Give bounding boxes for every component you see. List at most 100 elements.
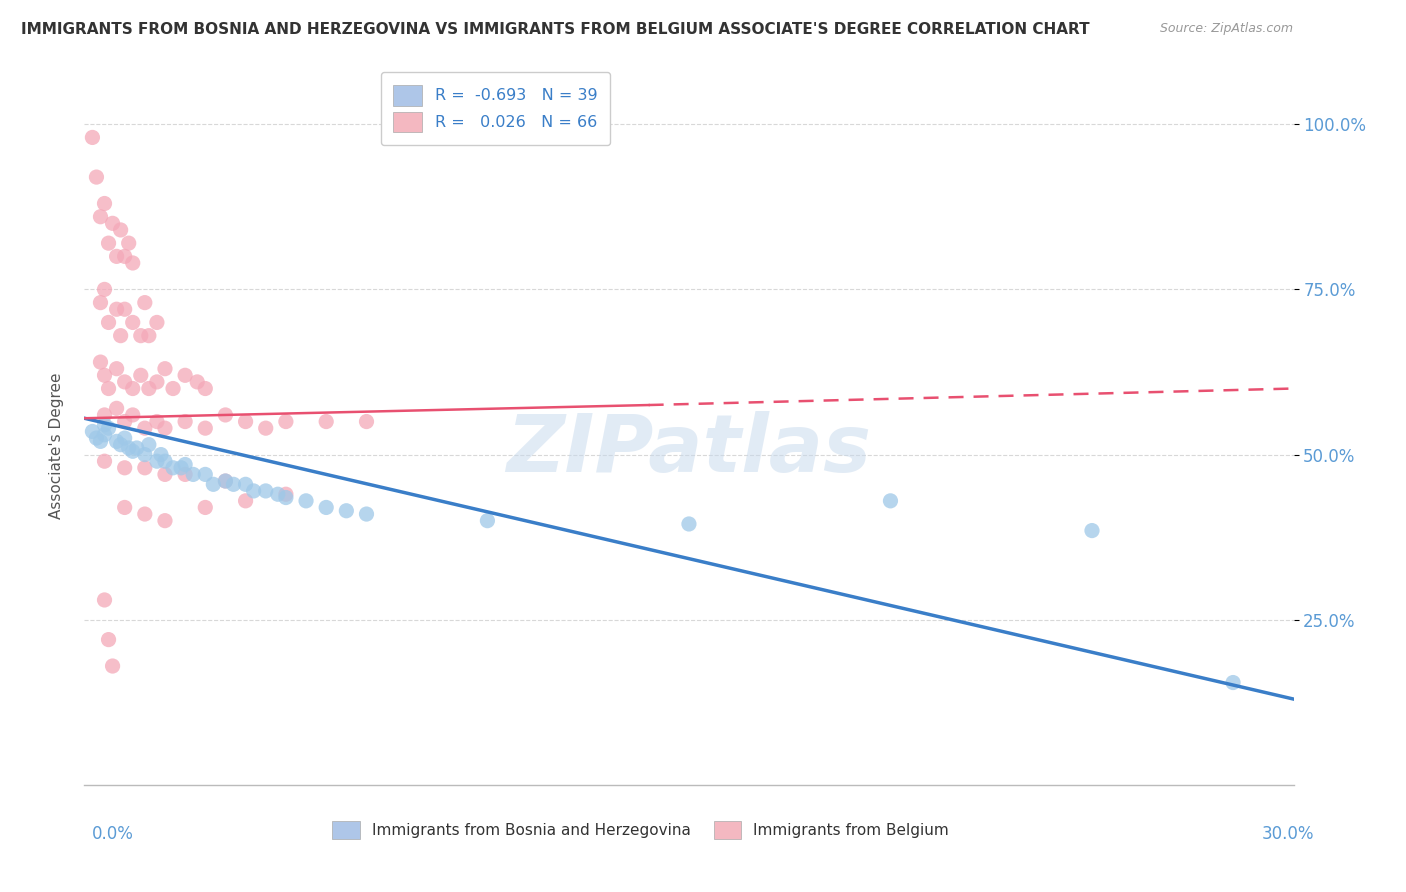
Point bbox=[153, 421, 176, 435]
Point bbox=[149, 448, 172, 462]
Point bbox=[194, 421, 217, 435]
Point bbox=[162, 382, 184, 396]
Point bbox=[134, 448, 156, 462]
Point bbox=[134, 295, 156, 310]
Point bbox=[138, 438, 160, 452]
Point bbox=[105, 302, 128, 317]
Point bbox=[121, 382, 143, 396]
Text: ZIPatlas: ZIPatlas bbox=[506, 410, 872, 489]
Point bbox=[134, 421, 156, 435]
Point bbox=[101, 659, 124, 673]
Point bbox=[194, 500, 217, 515]
Point bbox=[114, 431, 136, 445]
Point bbox=[93, 368, 115, 383]
Text: Associate's Degree: Associate's Degree bbox=[49, 373, 63, 519]
Point bbox=[86, 431, 108, 445]
Point bbox=[97, 382, 120, 396]
Point bbox=[146, 454, 169, 468]
Point bbox=[86, 170, 108, 185]
Point bbox=[146, 375, 169, 389]
Point bbox=[186, 375, 208, 389]
Text: 30.0%: 30.0% bbox=[1263, 825, 1315, 843]
Point bbox=[93, 454, 115, 468]
Point bbox=[267, 487, 290, 501]
Text: IMMIGRANTS FROM BOSNIA AND HERZEGOVINA VS IMMIGRANTS FROM BELGIUM ASSOCIATE'S DE: IMMIGRANTS FROM BOSNIA AND HERZEGOVINA V… bbox=[21, 22, 1090, 37]
Point bbox=[214, 408, 236, 422]
Point bbox=[93, 408, 115, 422]
Point bbox=[97, 315, 120, 329]
Point bbox=[254, 421, 277, 435]
Point bbox=[162, 460, 184, 475]
Point bbox=[174, 467, 197, 482]
Point bbox=[153, 514, 176, 528]
Point bbox=[477, 514, 499, 528]
Point bbox=[138, 328, 160, 343]
Point bbox=[181, 467, 204, 482]
Point bbox=[114, 375, 136, 389]
Point bbox=[129, 328, 152, 343]
Point bbox=[254, 483, 277, 498]
Point bbox=[274, 487, 297, 501]
Point bbox=[93, 282, 115, 296]
Point bbox=[101, 216, 124, 230]
Text: 0.0%: 0.0% bbox=[91, 825, 134, 843]
Point bbox=[121, 256, 143, 270]
Point bbox=[134, 460, 156, 475]
Point bbox=[89, 434, 111, 449]
Point bbox=[110, 223, 132, 237]
Point bbox=[97, 632, 120, 647]
Point bbox=[125, 441, 148, 455]
Point bbox=[315, 415, 337, 429]
Point bbox=[1222, 675, 1244, 690]
Text: Source: ZipAtlas.com: Source: ZipAtlas.com bbox=[1160, 22, 1294, 36]
Point bbox=[274, 491, 297, 505]
Point bbox=[121, 408, 143, 422]
Legend: Immigrants from Bosnia and Herzegovina, Immigrants from Belgium: Immigrants from Bosnia and Herzegovina, … bbox=[326, 815, 955, 845]
Point bbox=[121, 444, 143, 458]
Point bbox=[174, 458, 197, 472]
Point bbox=[235, 477, 257, 491]
Point bbox=[89, 355, 111, 369]
Point bbox=[153, 361, 176, 376]
Point bbox=[93, 427, 115, 442]
Point bbox=[105, 434, 128, 449]
Point bbox=[214, 474, 236, 488]
Point bbox=[315, 500, 337, 515]
Point bbox=[118, 236, 141, 251]
Point bbox=[93, 196, 115, 211]
Point bbox=[174, 415, 197, 429]
Point bbox=[194, 382, 217, 396]
Point bbox=[114, 500, 136, 515]
Point bbox=[274, 415, 297, 429]
Point bbox=[82, 130, 104, 145]
Point bbox=[105, 361, 128, 376]
Point bbox=[235, 415, 257, 429]
Point bbox=[146, 315, 169, 329]
Point bbox=[879, 493, 901, 508]
Point bbox=[129, 368, 152, 383]
Point bbox=[242, 483, 264, 498]
Point bbox=[356, 415, 378, 429]
Point bbox=[93, 417, 115, 432]
Point bbox=[202, 477, 225, 491]
Point bbox=[97, 236, 120, 251]
Point bbox=[114, 460, 136, 475]
Point bbox=[89, 295, 111, 310]
Point bbox=[174, 368, 197, 383]
Point bbox=[97, 421, 120, 435]
Point bbox=[295, 493, 318, 508]
Point bbox=[194, 467, 217, 482]
Point bbox=[335, 504, 357, 518]
Point bbox=[82, 425, 104, 439]
Point bbox=[235, 493, 257, 508]
Point bbox=[114, 302, 136, 317]
Point bbox=[93, 593, 115, 607]
Point bbox=[153, 454, 176, 468]
Point bbox=[153, 467, 176, 482]
Point bbox=[114, 415, 136, 429]
Point bbox=[118, 441, 141, 455]
Point bbox=[678, 516, 700, 531]
Point bbox=[105, 401, 128, 416]
Point bbox=[222, 477, 245, 491]
Point bbox=[1081, 524, 1104, 538]
